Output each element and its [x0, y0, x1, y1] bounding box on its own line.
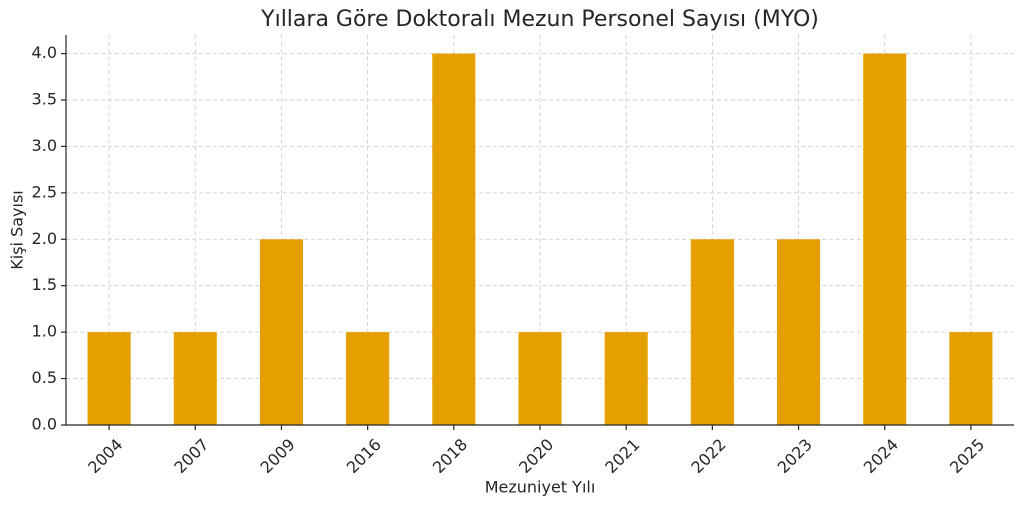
x-tick-label: 2022	[687, 435, 729, 477]
bar	[259, 239, 303, 425]
chart-title: Yıllara Göre Doktoralı Mezun Personel Sa…	[260, 7, 819, 32]
y-tick-label: 4.0	[32, 43, 57, 62]
y-tick-label: 3.0	[32, 136, 57, 155]
y-tick-label: 2.0	[32, 229, 57, 248]
y-tick-label: 1.5	[32, 275, 57, 294]
bar	[777, 239, 821, 425]
y-axis-label: Kişi Sayısı	[8, 190, 27, 269]
x-tick-label: 2018	[429, 435, 471, 477]
x-tick-label: 2020	[515, 435, 557, 477]
y-tick-label: 1.0	[32, 322, 57, 341]
x-axis-label: Mezuniyet Yılı	[485, 478, 596, 497]
bars	[87, 53, 993, 425]
x-tick-label: 2024	[860, 435, 902, 477]
bar	[604, 332, 648, 425]
bar	[87, 332, 131, 425]
bar	[690, 239, 734, 425]
y-tick-label: 3.5	[32, 90, 57, 109]
x-tick-label: 2021	[601, 435, 643, 477]
x-tick-label: 2016	[343, 435, 385, 477]
x-tick-label: 2025	[946, 435, 988, 477]
bar	[432, 53, 476, 425]
bar	[949, 332, 993, 425]
x-tick-label: 2004	[84, 435, 126, 477]
y-tick-label: 2.5	[32, 182, 57, 201]
x-tick-label: 2009	[257, 435, 299, 477]
bar	[863, 53, 907, 425]
x-tick-label: 2007	[170, 435, 212, 477]
x-tick-label: 2023	[774, 435, 816, 477]
bar	[518, 332, 562, 425]
y-tick-label: 0.0	[32, 415, 57, 434]
bar	[346, 332, 390, 425]
bar	[173, 332, 217, 425]
y-tick-label: 0.5	[32, 368, 57, 387]
